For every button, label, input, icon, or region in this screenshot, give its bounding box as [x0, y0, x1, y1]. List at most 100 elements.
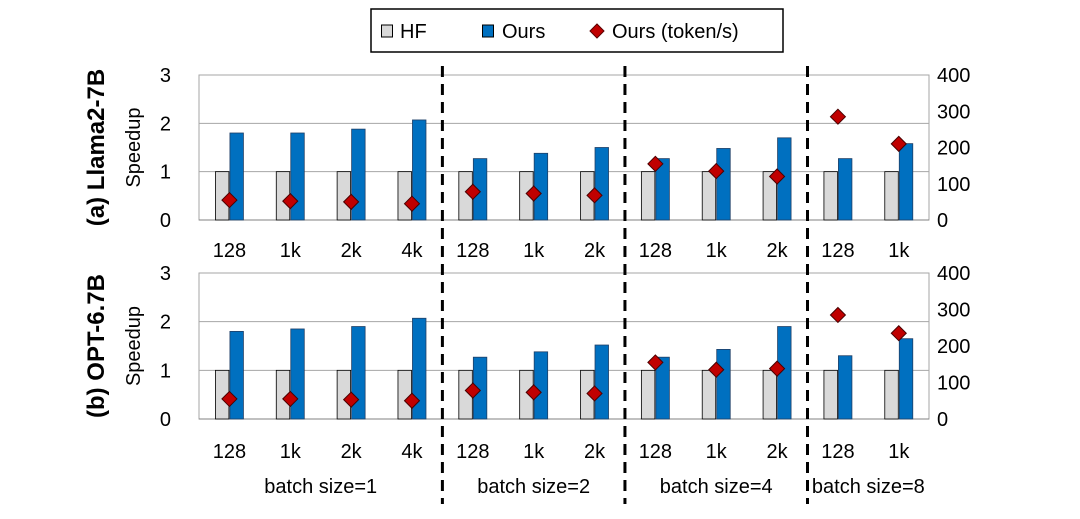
- x-tick-label: 2k: [584, 441, 606, 463]
- x-tick-label: 128: [213, 240, 246, 262]
- x-tick-label: 1k: [706, 441, 728, 463]
- legend: HF Ours Ours (token/s): [370, 8, 784, 53]
- marker-token-per-s: [342, 391, 360, 408]
- x-tick-label: 2k: [767, 240, 789, 262]
- batch-size-label: batch size=1: [264, 476, 377, 498]
- y-tick-label: 2: [160, 113, 171, 135]
- y2-tick-label: 0: [937, 409, 948, 431]
- marker-token-per-s: [890, 325, 907, 342]
- x-tick-label: 128: [821, 441, 854, 463]
- bar-hf: [762, 369, 777, 420]
- bar-hf: [397, 369, 412, 420]
- bar-hf: [640, 369, 656, 420]
- marker-token-per-s: [464, 382, 482, 399]
- y-tick-label: 1: [160, 360, 171, 382]
- marker-token-per-s: [221, 390, 238, 408]
- bar-ours: [229, 330, 244, 420]
- bar-ours: [898, 143, 914, 221]
- y2-tick-label: 100: [937, 373, 970, 395]
- bar-hf: [884, 171, 899, 221]
- legend-marker-hf: [381, 24, 393, 38]
- bar-hf: [762, 171, 777, 221]
- x-tick-label: 2k: [767, 441, 789, 463]
- marker-token-per-s: [768, 168, 786, 185]
- bar-hf: [701, 171, 717, 221]
- legend-marker-ours: [482, 24, 494, 38]
- x-tick-label: 1k: [888, 441, 910, 463]
- bar-hf: [336, 171, 352, 221]
- x-tick-label: 2k: [584, 240, 606, 262]
- bar-ours: [290, 328, 305, 420]
- x-tick-label: 4k: [401, 240, 423, 262]
- bar-ours: [655, 158, 670, 221]
- bar-ours: [229, 132, 244, 221]
- bar-ours: [412, 317, 427, 420]
- bar-ours: [533, 152, 549, 221]
- marker-token-per-s: [708, 162, 725, 180]
- panel-b: 0 1 2 3 0 100 200 300 400 Speedup (b) OPT-6.7B 128 1…: [83, 263, 970, 463]
- y-tick-label: 3: [160, 263, 171, 285]
- y2-tick-label: 400: [937, 65, 970, 87]
- bar-ours: [716, 148, 731, 221]
- y-axis-title: Speedup: [123, 107, 145, 187]
- bar-hf: [884, 369, 899, 420]
- panel-a: 0 1 2 3 0 100 200 300 400 Speedup (a) Llama2-7B 128…: [83, 65, 970, 262]
- x-tick-label: 1k: [706, 240, 728, 262]
- x-tick-label: 1k: [523, 240, 545, 262]
- legend-label: HF: [400, 21, 427, 43]
- y2-tick-label: 300: [937, 101, 970, 123]
- bar-hf: [823, 369, 838, 420]
- marker-token-per-s: [647, 354, 664, 371]
- panel-label: (a) Llama2-7B: [83, 69, 110, 226]
- x-tick-label: 128: [821, 240, 854, 262]
- x-tick-label: 4k: [401, 441, 423, 463]
- plot-area: [198, 272, 930, 420]
- y2-tick-label: 200: [937, 138, 970, 160]
- marker-token-per-s: [829, 108, 847, 125]
- marker-token-per-s: [768, 360, 786, 377]
- x-tick-label: 128: [456, 240, 489, 262]
- bar-ours: [716, 349, 731, 420]
- y-tick-label: 0: [160, 210, 171, 232]
- bar-ours: [533, 351, 549, 420]
- marker-token-per-s: [525, 185, 542, 202]
- y2-tick-label: 0: [937, 210, 948, 232]
- marker-token-per-s: [586, 385, 603, 402]
- marker-token-per-s: [403, 392, 421, 409]
- y-tick-label: 1: [160, 162, 171, 184]
- bar-hf: [640, 171, 656, 221]
- bar-ours: [594, 344, 609, 420]
- y-tick-label: 3: [160, 65, 171, 87]
- y-tick-label: 0: [160, 409, 171, 431]
- y2-tick-label: 200: [937, 336, 970, 358]
- batch-size-label: batch size=8: [812, 476, 925, 498]
- marker-token-per-s: [525, 384, 542, 401]
- x-tick-label: 1k: [523, 441, 545, 463]
- marker-token-per-s: [342, 193, 360, 211]
- marker-token-per-s: [890, 135, 907, 153]
- x-tick-label: 128: [213, 441, 246, 463]
- y2-tick-label: 100: [937, 174, 970, 196]
- bar-ours: [838, 355, 853, 420]
- x-tick-label: 1k: [280, 240, 302, 262]
- marker-token-per-s: [403, 195, 421, 212]
- bar-hf: [701, 369, 717, 420]
- batch-size-label: batch size=2: [477, 476, 590, 498]
- marker-token-per-s: [464, 183, 482, 200]
- marker-token-per-s: [586, 187, 603, 204]
- bar-ours: [898, 338, 914, 420]
- x-tick-label: 2k: [341, 441, 363, 463]
- marker-token-per-s: [708, 361, 725, 378]
- x-tick-label: 128: [639, 441, 672, 463]
- legend-box: [370, 8, 784, 53]
- y2-tick-label: 400: [937, 263, 970, 285]
- marker-token-per-s: [221, 191, 238, 209]
- marker-token-per-s: [829, 306, 847, 324]
- plot-area: [198, 74, 930, 221]
- bar-hf: [823, 171, 838, 221]
- legend-marker-ours-token-s-: [589, 23, 605, 39]
- legend-label: Ours (token/s): [612, 21, 739, 43]
- y2-tick-label: 300: [937, 300, 970, 322]
